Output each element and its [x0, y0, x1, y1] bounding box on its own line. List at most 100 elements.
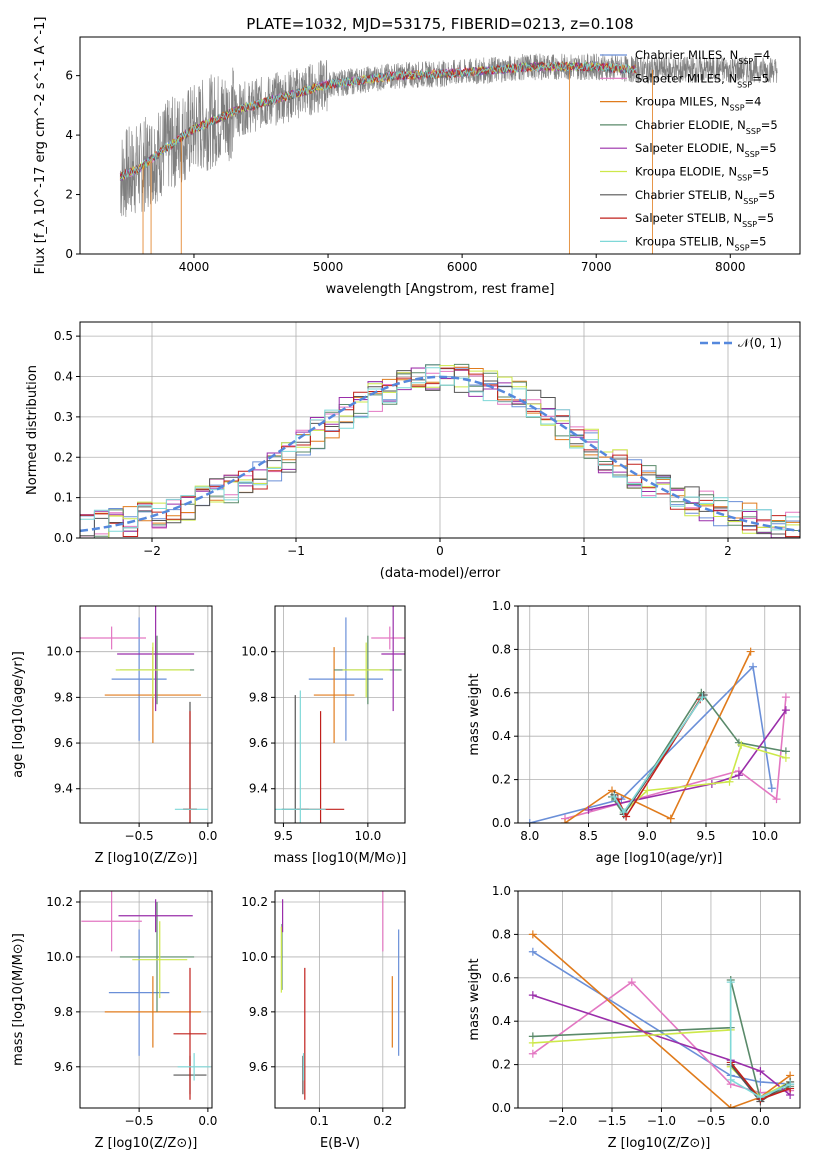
legend-value: =4: [753, 48, 770, 62]
series-marker: [756, 1093, 765, 1102]
data-point: [173, 967, 207, 1100]
x-tick-label: 9.0: [638, 829, 657, 843]
x-axis-label: mass [log10(M/M⊙)]: [274, 851, 407, 866]
spectrum-decor: 4000 5000 6000 7000 8000 0 2 4 6 wavelength [Angs…: [33, 17, 801, 297]
series-line: [529, 665, 773, 823]
x-tick-label: −0.5: [125, 829, 154, 843]
x-tick-label: 10.0: [354, 829, 381, 843]
mass_vs_ebv-decor: 0.1 0.2 9.6 9.8 10.0 10.2 E(B-V): [241, 890, 406, 1151]
series-marker: [781, 706, 790, 715]
series-marker: [698, 693, 707, 702]
legend-label: Salpeter ELODIE, NSSP=5: [635, 141, 777, 159]
series-marker: [781, 753, 790, 762]
x-axis-label: Z [log10(Z/Z⊙)]: [95, 1136, 198, 1151]
y-tick-label: 0.5: [54, 329, 73, 343]
y-axis-label: mass [log10(M/M⊙)]: [11, 933, 26, 1066]
data-point: [132, 921, 188, 999]
legend-label: 𝒩(0, 1): [738, 336, 782, 350]
series-marker: [666, 814, 675, 823]
data-point: [81, 891, 142, 952]
data-point: [119, 901, 195, 1012]
x-tick-label: −2: [143, 544, 161, 558]
series-marker: [734, 771, 743, 780]
legend-value: =5: [750, 234, 767, 248]
y-tick-label: 9.4: [249, 782, 268, 796]
mass_vs_ebv-axes: [275, 891, 405, 1108]
x-tick-label: 1: [580, 544, 588, 558]
legend-label: Salpeter MILES, NSSP=5: [635, 71, 769, 89]
data-point: [371, 626, 405, 650]
mass_vs_ebv-points: [280, 891, 400, 1100]
series-line: [564, 697, 787, 820]
axes-frame: [79, 36, 801, 255]
data-point: [275, 690, 326, 823]
axes-frame: [517, 605, 801, 824]
x-tick-label: 8.5: [579, 829, 598, 843]
series-line: [532, 933, 791, 1108]
y-tick-label: 9.8: [54, 1005, 73, 1019]
y-tick-label: 9.8: [249, 1005, 268, 1019]
series-marker: [737, 740, 746, 749]
spectrum-legend: Chabrier MILES, NSSP=4 Salpeter MILES, NS…: [600, 48, 778, 252]
x-tick-label: 6000: [447, 260, 478, 274]
y-tick-label: 10.2: [241, 895, 268, 909]
legend-value: =5: [752, 71, 769, 85]
series-marker: [746, 647, 755, 656]
y-tick-label: 2: [65, 188, 73, 202]
legend-value: =4: [745, 95, 762, 109]
age_vs_Z-points: [80, 606, 208, 823]
x-axis-label: age [log10(age/yr)]: [596, 851, 723, 866]
normal-curve: [80, 375, 800, 533]
y-tick-label: 9.8: [54, 690, 73, 704]
x-tick-label: −1.0: [647, 1114, 676, 1128]
x-tick-label: 0.2: [373, 1114, 392, 1128]
axes-frame: [79, 605, 213, 824]
mass_vs_Z-points: [81, 891, 211, 1100]
series-marker: [756, 1077, 765, 1086]
y-tick-label: 0.2: [492, 773, 511, 787]
x-tick-label: 9.5: [274, 829, 293, 843]
series-marker: [643, 786, 652, 795]
data-point: [80, 626, 146, 650]
x-tick-label: 0.0: [751, 1114, 770, 1128]
mass_vs_Z-decor: −0.5 0.0 9.6 9.8 10.0 10.2 Z [log10(Z/Z⊙)] mass…: [11, 890, 217, 1151]
y-tick-label: 0.1: [54, 491, 73, 505]
series-marker: [627, 978, 636, 987]
figure-title: PLATE=1032, MJD=53175, FIBERID=0213, z=0…: [246, 15, 633, 33]
legend-subscript: SSP: [730, 103, 745, 112]
legend-value: =5: [757, 211, 774, 225]
x-axis-label: Z [log10(Z/Z⊙)]: [95, 851, 198, 866]
series-marker: [619, 808, 628, 817]
y-axis-label: Normed distribution: [25, 365, 40, 495]
y-tick-label: 9.6: [54, 736, 73, 750]
x-tick-label: 8.0: [520, 829, 539, 843]
y-tick-label: 10.0: [46, 645, 73, 659]
y-tick-label: 0.8: [492, 927, 511, 941]
data-point: [115, 642, 190, 698]
y-tick-label: 1.0: [492, 599, 511, 613]
series-marker: [528, 991, 537, 1000]
legend-value: =5: [758, 188, 775, 202]
series-marker: [610, 792, 619, 801]
x-tick-label: 0: [436, 544, 444, 558]
y-tick-label: 0.0: [492, 816, 511, 830]
x-tick-label: 0.1: [310, 1114, 329, 1128]
series-marker: [772, 795, 781, 804]
legend-subscript: SSP: [742, 220, 757, 229]
legend-value: =5: [760, 141, 777, 155]
weight_vs_age-axes: [518, 605, 800, 824]
y-tick-label: 0.3: [54, 410, 73, 424]
x-tick-label: 0.0: [198, 829, 217, 843]
y-tick-label: 9.6: [54, 1060, 73, 1074]
x-axis-label: Z [log10(Z/Z⊙)]: [608, 1136, 711, 1151]
x-axis-label: E(B-V): [320, 1136, 360, 1151]
axes-frame: [274, 605, 406, 824]
y-tick-label: 10.2: [46, 895, 73, 909]
y-tick-label: 9.6: [249, 736, 268, 750]
series-marker: [528, 1038, 537, 1047]
weight_vs_Z-axes: [518, 890, 800, 1109]
x-tick-label: −0.5: [125, 1114, 154, 1128]
y-tick-label: 0: [65, 247, 73, 261]
series-line: [729, 982, 791, 1099]
legend-subscript: SSP: [745, 150, 760, 159]
